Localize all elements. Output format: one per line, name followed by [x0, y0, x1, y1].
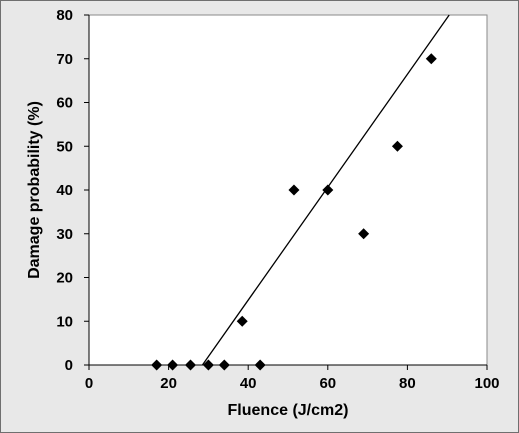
data-point: [218, 359, 230, 371]
x-tick-label: 0: [85, 375, 93, 392]
x-tick-label: 80: [399, 375, 416, 392]
data-point: [236, 315, 248, 327]
data-point: [254, 359, 266, 371]
y-tick-label: 20: [56, 270, 73, 287]
data-point: [358, 228, 370, 240]
data-point: [322, 184, 334, 196]
data-point: [425, 53, 437, 65]
data-point: [151, 359, 163, 371]
plot-area: [88, 14, 488, 366]
data-points: [151, 53, 437, 371]
data-point: [202, 359, 214, 371]
x-tick-label: 20: [160, 375, 177, 392]
data-point: [391, 140, 403, 152]
x-axis-title: Fluence (J/cm2): [228, 402, 349, 419]
x-tick-label: 40: [240, 375, 257, 392]
x-axis: 0 20 40 60 80 100: [85, 364, 500, 392]
y-tick-label: 40: [56, 182, 73, 199]
y-axis: 0 10 20 30 40 50 60 70 80: [56, 7, 90, 374]
y-axis-title: Damage probability (%): [26, 101, 43, 279]
x-tick-label: 60: [319, 375, 336, 392]
y-tick-label: 60: [56, 95, 73, 112]
y-tick-label: 10: [56, 313, 73, 330]
x-tick-label: 100: [474, 375, 499, 392]
y-tick-label: 30: [56, 226, 73, 243]
data-point: [184, 359, 196, 371]
data-point: [167, 359, 179, 371]
y-tick-label: 0: [65, 357, 73, 374]
data-point: [288, 184, 300, 196]
y-tick-label: 70: [56, 51, 73, 68]
y-tick-label: 80: [56, 7, 73, 24]
y-tick-label: 50: [56, 138, 73, 155]
